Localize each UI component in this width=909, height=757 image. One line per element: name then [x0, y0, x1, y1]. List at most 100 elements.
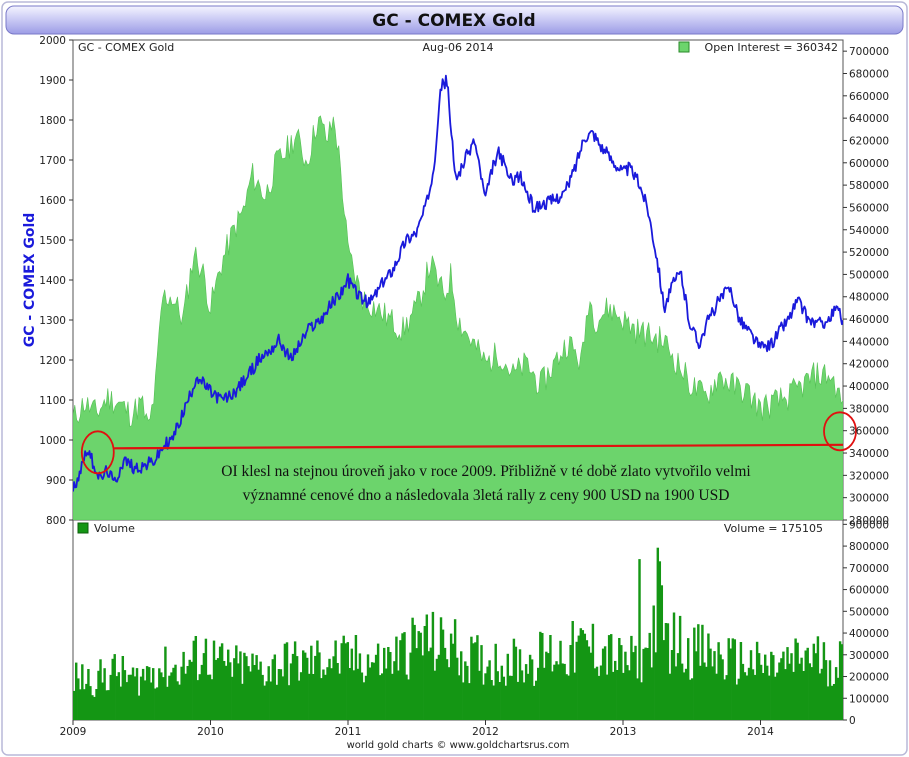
volume-bar [723, 679, 726, 720]
volume-bar [441, 629, 445, 720]
volume-bar [601, 648, 605, 720]
volume-bar [421, 655, 424, 720]
volume-bar [362, 682, 366, 720]
volume-bar [127, 674, 131, 720]
volume-bar [650, 667, 653, 720]
volume-bar [555, 661, 558, 720]
volume-bar [816, 636, 820, 720]
volume-bar [214, 659, 218, 720]
volume-bar [476, 635, 479, 720]
volume-bar [133, 676, 137, 720]
volume-bar [626, 665, 629, 720]
volume-bar [693, 627, 696, 720]
volume-bar [749, 650, 753, 720]
volume-bar [624, 651, 627, 720]
volume-bar [472, 643, 475, 720]
volume-bar [172, 667, 175, 720]
volume-bar [176, 681, 179, 720]
volume-bar [597, 675, 601, 720]
volume-bar [672, 612, 676, 720]
volume-bar [208, 674, 212, 720]
oi-tick-label: 280000 [849, 515, 889, 527]
volume-bar [786, 647, 789, 720]
annotation-line-1: OI klesl na stejnou úroveň jako v roce 2… [221, 463, 751, 480]
volume-bar [557, 664, 560, 720]
left-tick-label: 1400 [39, 275, 66, 287]
volume-bar [350, 648, 354, 720]
volume-bar [291, 653, 295, 720]
volume-bar [399, 640, 402, 720]
volume-bar [780, 658, 783, 720]
volume-bar [727, 638, 730, 720]
volume-bars [73, 547, 843, 720]
oi-tick-label: 420000 [849, 359, 889, 371]
volume-bar [826, 686, 830, 720]
volume-bar [322, 669, 325, 720]
volume-bar [229, 662, 232, 720]
volume-bar [668, 673, 672, 720]
oi-tick-label: 340000 [849, 448, 889, 460]
volume-bar [735, 684, 739, 720]
volume-bar [695, 651, 698, 720]
volume-bar [415, 648, 418, 720]
volume-bar [222, 661, 226, 720]
volume-bar [575, 641, 578, 720]
volume-bar [97, 670, 100, 720]
volume-bar [174, 664, 177, 720]
year-tick-label: 2013 [610, 726, 637, 738]
volume-bar [486, 666, 489, 720]
volume-bar [439, 617, 443, 720]
volume-bar [137, 695, 141, 720]
volume-bar [676, 653, 680, 720]
volume-bar [198, 674, 202, 720]
volume-bar [119, 686, 123, 720]
volume-bar [304, 652, 307, 720]
volume-bar [75, 662, 78, 720]
volume-bar [498, 682, 501, 720]
open-interest-area [73, 115, 843, 520]
left-tick-label: 800 [46, 515, 66, 527]
volume-bar [719, 654, 722, 720]
volume-bar [257, 669, 260, 720]
volume-bar [115, 676, 119, 720]
year-tick-label: 2014 [747, 726, 774, 738]
volume-bar [778, 662, 781, 720]
volume-bar [297, 680, 301, 720]
volume-bar [755, 641, 759, 720]
oi-circle-2014 [823, 411, 857, 452]
volume-bar [206, 674, 210, 720]
left-tick-label: 1500 [39, 235, 66, 247]
volume-bar [569, 645, 572, 720]
volume-bar [103, 668, 106, 720]
volume-bar [449, 633, 453, 720]
volume-bar [281, 676, 285, 720]
volume-bar [180, 666, 183, 720]
volume-bar [289, 663, 293, 720]
volume-bar [751, 669, 755, 720]
volume-bar [107, 690, 110, 720]
volume-bar [277, 669, 281, 720]
volume-bar [91, 695, 94, 720]
volume-legend: Volume [94, 522, 135, 535]
volume-bar [182, 651, 185, 720]
volume-bar [344, 643, 347, 720]
volume-bar [581, 630, 585, 720]
volume-bar [456, 657, 459, 720]
volume-bar [397, 670, 400, 720]
volume-bar [571, 621, 574, 720]
volume-bar [828, 660, 832, 720]
volume-bar [81, 664, 84, 720]
volume-bar [348, 668, 352, 720]
volume-bar [245, 656, 248, 720]
volume-bar [757, 653, 761, 720]
volume-bar [453, 619, 457, 720]
volume-bar [427, 651, 431, 720]
volume-bar [480, 645, 483, 720]
volume-bar [312, 674, 315, 720]
volume-bar [674, 666, 678, 720]
volume-bar [275, 684, 279, 720]
volume-bar [243, 652, 246, 720]
volume-bar [166, 686, 169, 720]
volume-bar [376, 643, 380, 720]
